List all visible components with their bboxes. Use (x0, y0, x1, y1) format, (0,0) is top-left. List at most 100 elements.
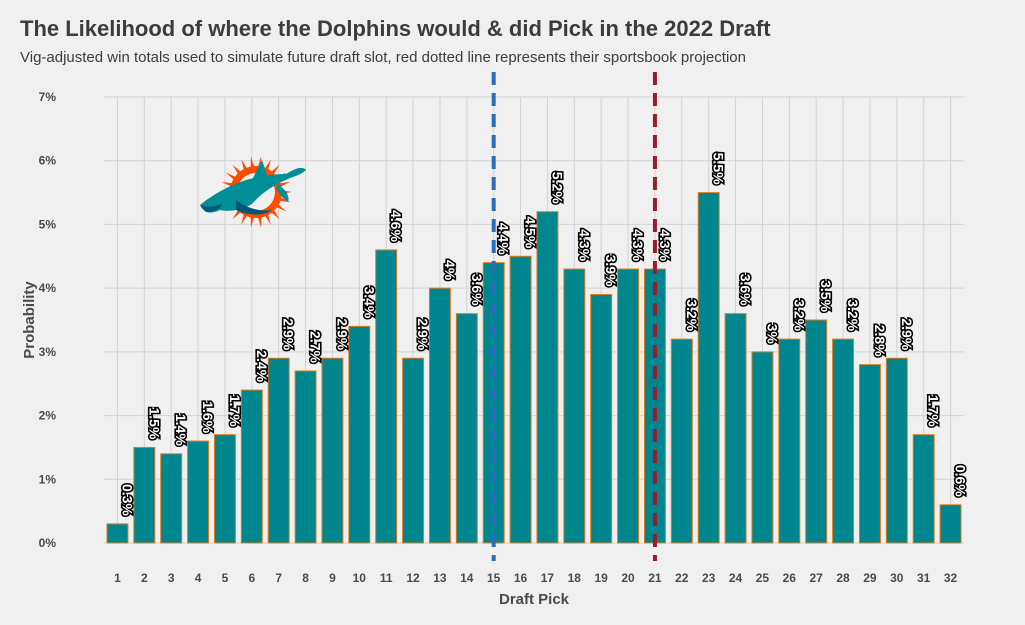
bar (939, 504, 962, 544)
x-tick-label: 32 (944, 571, 958, 585)
bar (160, 453, 183, 544)
bar-value-label: 1.6% (200, 401, 216, 433)
y-tick-label: 2% (39, 409, 57, 423)
bar (455, 313, 478, 544)
x-tick-label: 7 (275, 571, 282, 585)
x-tick-label: 15 (487, 571, 501, 585)
x-tick-label: 6 (248, 571, 255, 585)
bar (402, 357, 425, 544)
x-tick-label: 12 (406, 571, 420, 585)
sun-ray (250, 215, 255, 228)
y-tick-label: 3% (39, 345, 57, 359)
x-tick-label: 30 (890, 571, 904, 585)
bar (321, 357, 344, 544)
bar-value-label: 4.4% (496, 223, 512, 255)
bar-value-label: 0.6% (953, 465, 969, 497)
sun-ray (221, 181, 234, 188)
x-tick-label: 29 (863, 571, 877, 585)
x-tick-label: 24 (729, 571, 743, 585)
x-tick-label: 26 (783, 571, 797, 585)
bar-value-label: 2.7% (308, 331, 324, 363)
bar (590, 294, 613, 544)
y-tick-label: 4% (39, 281, 57, 295)
bar (751, 351, 774, 544)
x-tick-label: 25 (756, 571, 770, 585)
bar-value-label: 3.9% (603, 255, 619, 287)
bar (213, 434, 236, 544)
x-tick-label: 13 (433, 571, 447, 585)
x-tick-label: 23 (702, 571, 716, 585)
bar (536, 211, 559, 544)
x-tick-label: 4 (195, 571, 202, 585)
y-tick-label: 6% (39, 154, 57, 168)
x-tick-label: 20 (621, 571, 635, 585)
bar-value-label: 0.3% (119, 484, 135, 516)
bar-value-label: 5.5% (711, 153, 727, 185)
y-axis-label: Probability (21, 281, 38, 359)
bar (858, 364, 881, 544)
dolphin-icon (200, 160, 306, 215)
bar-value-label: 1.7% (227, 395, 243, 427)
bar (617, 268, 640, 544)
bar (885, 357, 908, 544)
bar-value-label: 3.4% (361, 286, 377, 318)
y-axis-ticks: 0% 1% 2% 3% 4% 5% 6% 7% (39, 90, 57, 550)
bar-value-label: 1.7% (926, 395, 942, 427)
y-tick-label: 5% (39, 217, 57, 231)
bar (805, 319, 828, 544)
x-tick-label: 27 (810, 571, 824, 585)
x-tick-label: 21 (648, 571, 662, 585)
bar (294, 370, 317, 544)
bar-value-label: 3.2% (791, 299, 807, 331)
bar-value-label: 2.8% (872, 325, 888, 357)
x-tick-label: 1 (114, 571, 121, 585)
x-tick-label: 18 (568, 571, 582, 585)
sun-ray (278, 181, 291, 188)
bar-value-label: 2.4% (254, 350, 270, 382)
bar (724, 313, 747, 544)
x-tick-label: 11 (380, 571, 393, 585)
bar-value-label: 4.3% (630, 229, 646, 261)
x-tick-label: 31 (917, 571, 931, 585)
x-axis-label: Draft Pick (499, 591, 570, 608)
bar (267, 357, 290, 544)
bar (133, 446, 156, 544)
bar-value-label: 1.5% (146, 408, 162, 440)
bar-value-label: 3.2% (684, 299, 700, 331)
bar-value-label: 4.3% (657, 229, 673, 261)
y-tick-label: 1% (39, 472, 57, 486)
bar (428, 287, 451, 544)
bar-value-label: 4.3% (576, 229, 592, 261)
bar-value-labels: 0.3% 1.5% 1.4% 1.6% 1.7% 2.4% 2.9% 2.7% 2.9% 3.4%… (118, 151, 970, 518)
x-tick-label: 17 (541, 571, 555, 585)
bars (106, 192, 962, 544)
x-tick-label: 3 (168, 571, 175, 585)
x-tick-label: 14 (460, 571, 474, 585)
reference-lines (491, 72, 657, 561)
bar-value-label: 1.4% (173, 414, 189, 446)
bar (348, 325, 371, 544)
bar-value-label: 4.5% (523, 216, 539, 248)
bar-value-label: 3.6% (738, 274, 754, 306)
bar-value-label: 2.9% (334, 318, 350, 350)
chart-title: The Likelihood of where the Dolphins wou… (20, 16, 771, 41)
x-tick-label: 8 (302, 571, 309, 585)
y-tick-label: 0% (39, 536, 57, 550)
x-tick-label: 16 (514, 571, 528, 585)
bar (670, 338, 693, 544)
bar-value-label: 3.2% (845, 299, 861, 331)
bar (106, 523, 129, 544)
chart-subtitle: Vig-adjusted win totals used to simulate… (20, 49, 746, 66)
bar-value-label: 2.9% (415, 318, 431, 350)
bar-value-label: 2.9% (899, 318, 915, 350)
x-axis-ticks: 1 2 3 4 5 6 7 8 9 10 11 12 13 14 15 16 17 18 19 20 21 22 23 24 2… (114, 571, 957, 585)
x-tick-label: 9 (329, 571, 336, 585)
bar-value-label: 5.2% (549, 172, 565, 204)
bar (509, 255, 532, 544)
bar (912, 434, 935, 544)
bar (240, 389, 263, 544)
bar-value-label: 4.6% (388, 210, 404, 242)
bar (697, 192, 720, 544)
bar (187, 440, 210, 544)
